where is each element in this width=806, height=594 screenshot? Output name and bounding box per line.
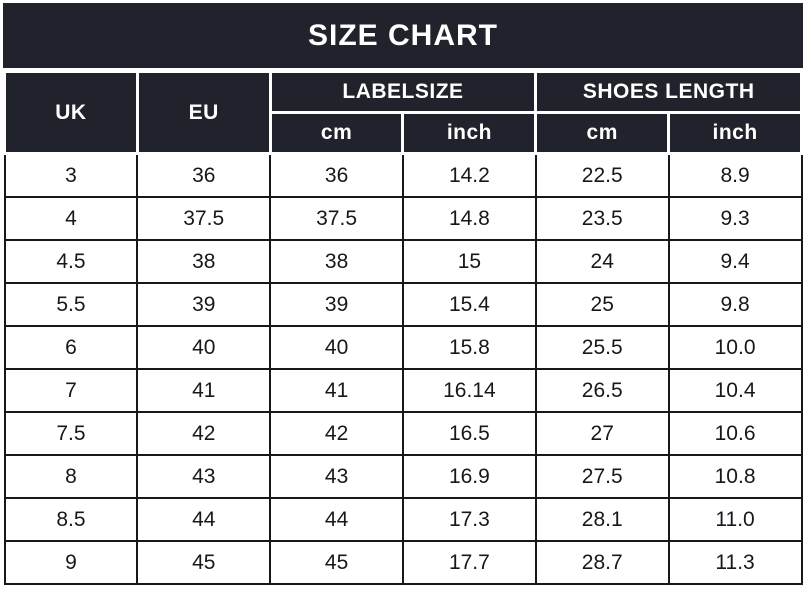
table-cell: 9 <box>3 540 139 585</box>
table-cell: 38 <box>136 239 272 284</box>
table-cell: 36 <box>136 152 272 198</box>
table-cell: 17.3 <box>401 497 537 542</box>
size-chart-table: UK EU LABELSIZE SHOES LENGTH cm inch cm inch 3… <box>3 70 803 585</box>
table-cell: 8.5 <box>3 497 139 542</box>
unit-subheader: cm <box>534 111 671 155</box>
table-cell: 24 <box>534 239 670 284</box>
unit-subheader: inch <box>401 111 538 155</box>
table-cell: 8 <box>3 454 139 499</box>
column-group-header: SHOES LENGTH <box>534 70 803 114</box>
table-cell: 23.5 <box>534 196 670 241</box>
table-cell: 45 <box>269 540 404 585</box>
table-row: 9 45 45 17.7 28.7 11.3 <box>3 540 803 585</box>
table-cell: 3 <box>3 152 139 198</box>
table-cell: 14.8 <box>401 196 537 241</box>
column-group-header: EU <box>135 70 272 155</box>
table-cell: 43 <box>136 454 272 499</box>
header-group-row: UK EU LABELSIZE SHOES LENGTH <box>3 70 803 155</box>
table-cell: 15.4 <box>401 282 537 327</box>
table-cell: 10.6 <box>667 411 803 456</box>
table-cell: 9.8 <box>667 282 803 327</box>
table-cell: 5.5 <box>3 282 139 327</box>
table-cell: 9.3 <box>667 196 803 241</box>
table-cell: 10.4 <box>667 368 803 413</box>
table-cell: 41 <box>136 368 272 413</box>
table-cell: 4.5 <box>3 239 139 284</box>
unit-subheader: inch <box>667 111 803 155</box>
table-row: 3 36 36 14.2 22.5 8.9 <box>3 152 803 198</box>
table-cell: 41 <box>269 368 404 413</box>
chart-title: SIZE CHART <box>3 3 803 68</box>
table-row: 4.5 38 38 15 24 9.4 <box>3 239 803 284</box>
table-cell: 11.0 <box>667 497 803 542</box>
table-cell: 40 <box>269 325 404 370</box>
table-cell: 37.5 <box>269 196 404 241</box>
table-cell: 16.5 <box>401 411 537 456</box>
table-cell: 4 <box>3 196 139 241</box>
table-row: 7.5 42 42 16.5 27 10.6 <box>3 411 803 456</box>
table-cell: 42 <box>269 411 404 456</box>
table-cell: 25.5 <box>534 325 670 370</box>
table-cell: 9.4 <box>667 239 803 284</box>
table-row: 8.5 44 44 17.3 28.1 11.0 <box>3 497 803 542</box>
table-row: 7 41 41 16.14 26.5 10.4 <box>3 368 803 413</box>
table-cell: 10.8 <box>667 454 803 499</box>
table-cell: 22.5 <box>534 152 670 198</box>
table-cell: 17.7 <box>401 540 537 585</box>
table-body: 3 36 36 14.2 22.5 8.9 4 37.5 37.5 14.8 23.5 9.3 4.5 3… <box>3 152 803 585</box>
column-group-header: LABELSIZE <box>268 70 538 114</box>
table-cell: 44 <box>136 497 272 542</box>
table-cell: 16.14 <box>401 368 537 413</box>
table-cell: 38 <box>269 239 404 284</box>
table-cell: 27 <box>534 411 670 456</box>
table-cell: 43 <box>269 454 404 499</box>
table-cell: 36 <box>269 152 404 198</box>
table-cell: 26.5 <box>534 368 670 413</box>
table-cell: 7 <box>3 368 139 413</box>
table-cell: 39 <box>136 282 272 327</box>
table-cell: 6 <box>3 325 139 370</box>
table-cell: 28.7 <box>534 540 670 585</box>
table-cell: 14.2 <box>401 152 537 198</box>
table-row: 4 37.5 37.5 14.8 23.5 9.3 <box>3 196 803 241</box>
table-cell: 10.0 <box>667 325 803 370</box>
table-cell: 27.5 <box>534 454 670 499</box>
table-row: 6 40 40 15.8 25.5 10.0 <box>3 325 803 370</box>
table-cell: 25 <box>534 282 670 327</box>
table-cell: 28.1 <box>534 497 670 542</box>
table-cell: 15.8 <box>401 325 537 370</box>
table-cell: 39 <box>269 282 404 327</box>
table-cell: 37.5 <box>136 196 272 241</box>
header-sub-row: cm inch cm inch <box>5 111 803 155</box>
table-row: 5.5 39 39 15.4 25 9.8 <box>3 282 803 327</box>
table-cell: 11.3 <box>667 540 803 585</box>
table-cell: 40 <box>136 325 272 370</box>
table-cell: 44 <box>269 497 404 542</box>
table-cell: 15 <box>401 239 537 284</box>
table-cell: 8.9 <box>667 152 803 198</box>
table-cell: 45 <box>136 540 272 585</box>
unit-subheader: cm <box>268 111 405 155</box>
column-group-header: UK <box>3 70 139 155</box>
table-cell: 16.9 <box>401 454 537 499</box>
table-cell: 42 <box>136 411 272 456</box>
table-header: UK EU LABELSIZE SHOES LENGTH cm inch cm inch <box>3 70 803 155</box>
table-cell: 7.5 <box>3 411 139 456</box>
table-row: 8 43 43 16.9 27.5 10.8 <box>3 454 803 499</box>
